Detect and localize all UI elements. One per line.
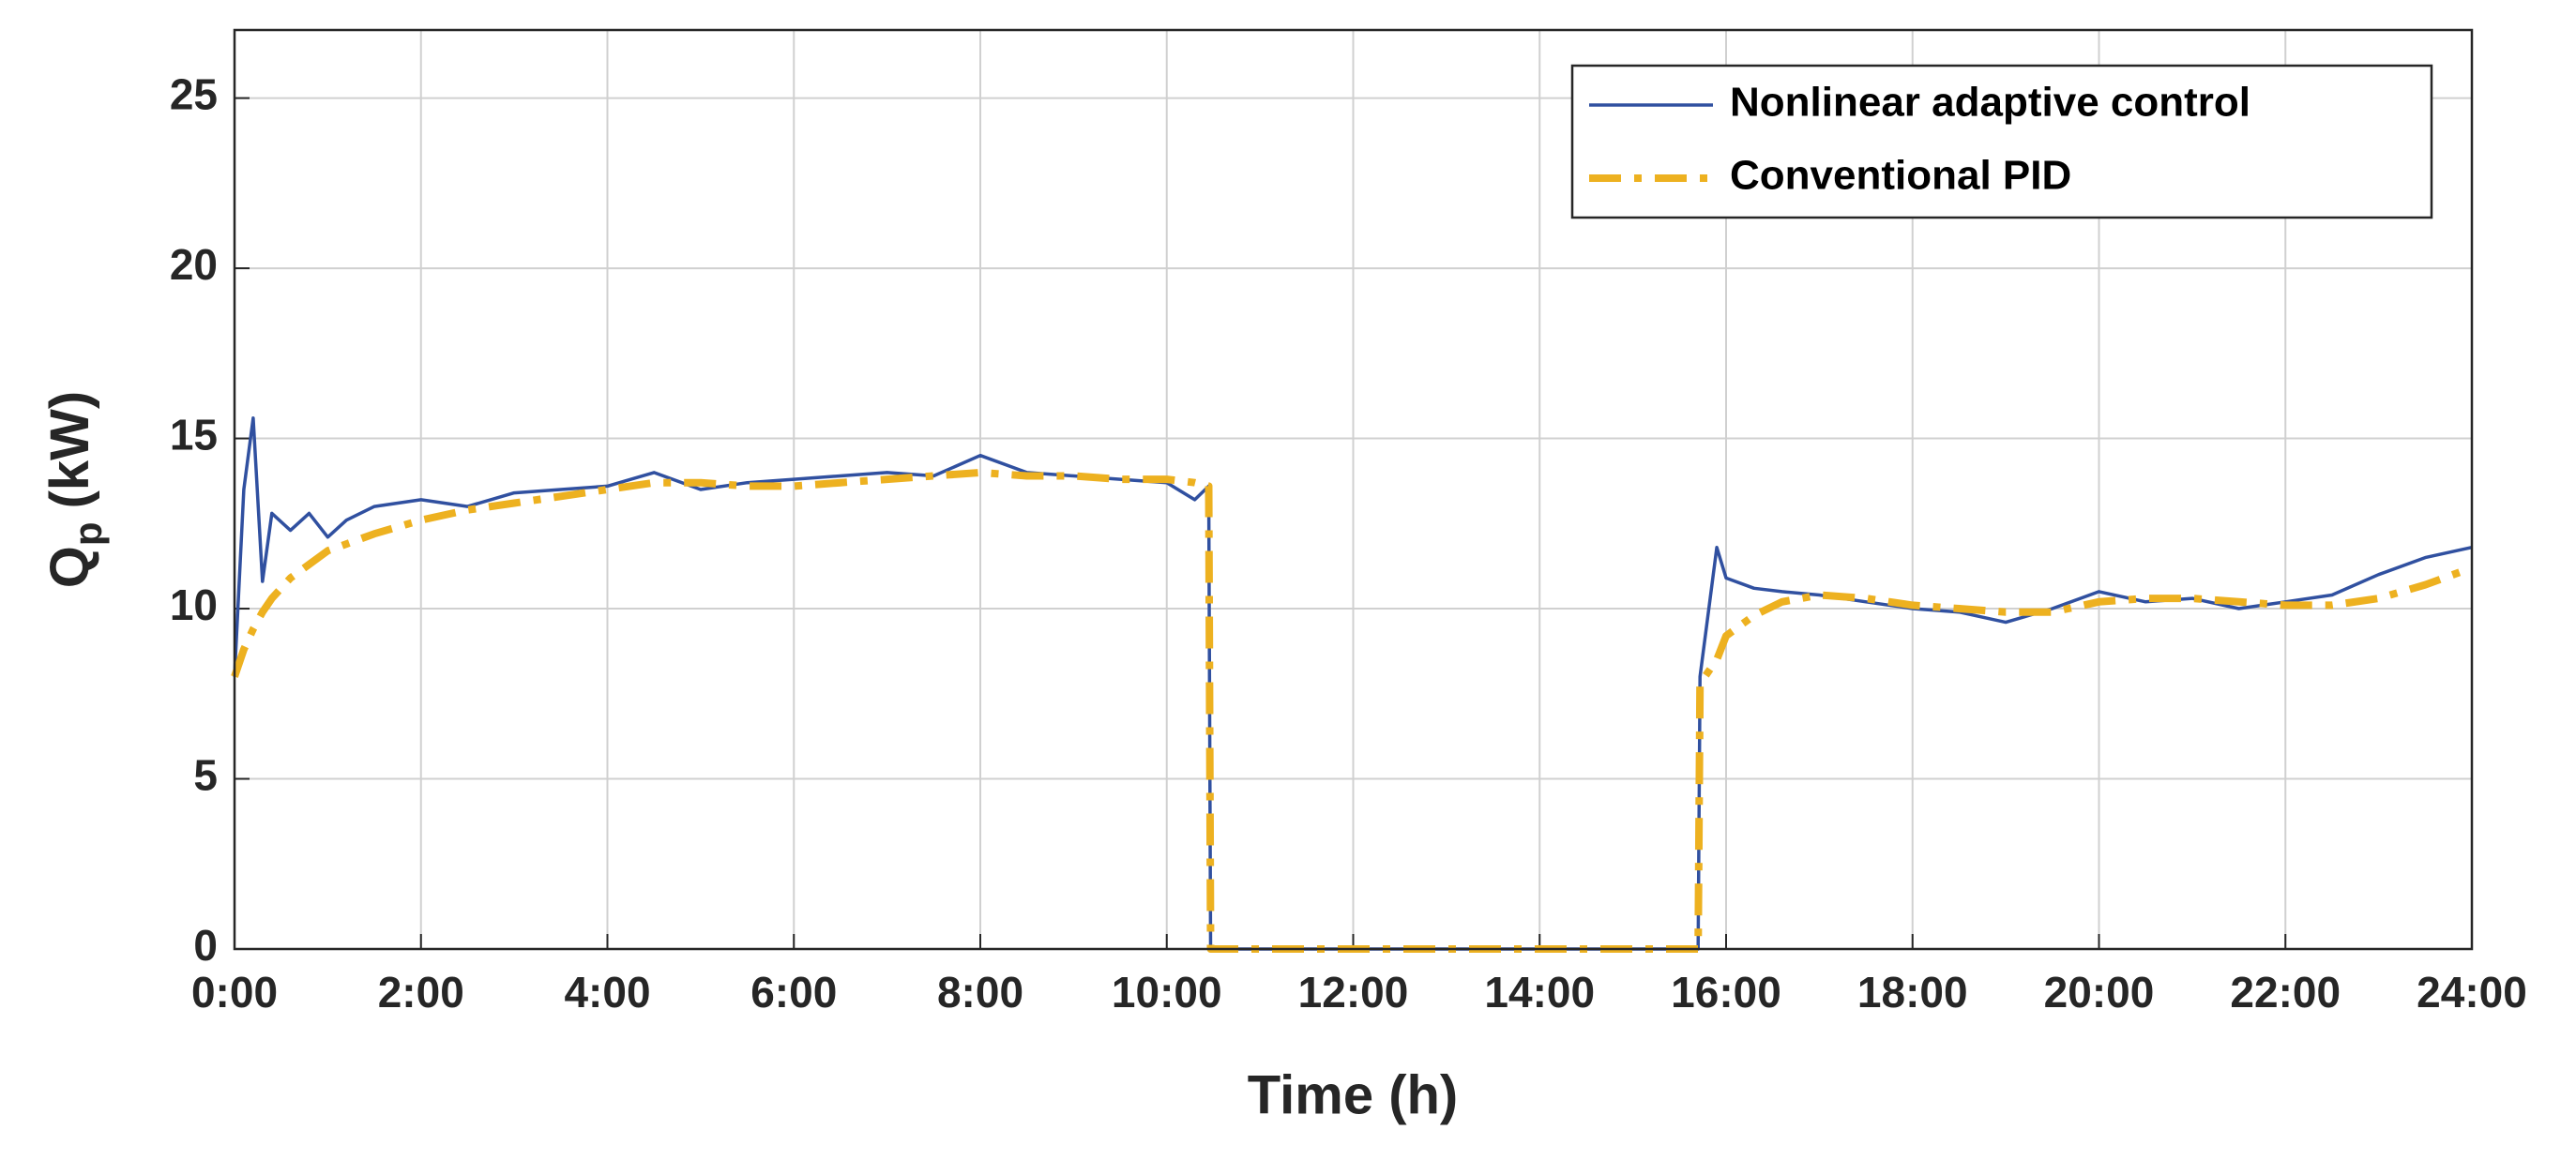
y-tick-label: 15 <box>170 411 218 459</box>
legend: Nonlinear adaptive control Conventional P… <box>1570 64 2433 219</box>
x-tick-label: 6:00 <box>750 968 837 1017</box>
y-tick-label: 25 <box>170 70 218 119</box>
x-tick-label: 2:00 <box>378 968 464 1017</box>
legend-box <box>1570 64 2433 219</box>
y-tick-label: 10 <box>170 580 218 629</box>
legend-label: Conventional PID <box>1730 153 2071 199</box>
y-axis-label: Qp (kW) <box>39 391 110 588</box>
y-label-symbol: Q <box>39 546 100 588</box>
x-tick-label: 16:00 <box>1671 968 1781 1017</box>
legend-label: Nonlinear adaptive control <box>1730 80 2250 126</box>
x-tick-label: 18:00 <box>1857 968 1968 1017</box>
y-tick-label: 20 <box>170 240 218 289</box>
y-label-subscript: p <box>66 521 110 546</box>
x-tick-label: 24:00 <box>2417 968 2527 1017</box>
x-tick-label: 20:00 <box>2044 968 2155 1017</box>
x-tick-label: 14:00 <box>1484 968 1595 1017</box>
x-tick-label: 10:00 <box>1112 968 1222 1017</box>
x-tick-label: 22:00 <box>2230 968 2341 1017</box>
y-tick-label: 0 <box>193 921 218 970</box>
x-tick-label: 8:00 <box>937 968 1023 1017</box>
plot-frame <box>233 28 2474 951</box>
x-axis-label: Time (h) <box>1248 1064 1459 1125</box>
x-tick-label: 0:00 <box>191 968 278 1017</box>
x-tick-label: 4:00 <box>564 968 650 1017</box>
y-label-unit: (kW) <box>39 391 100 509</box>
y-tick-label: 5 <box>193 751 218 800</box>
data-line <box>231 468 2474 953</box>
x-tick-label: 12:00 <box>1298 968 1409 1017</box>
